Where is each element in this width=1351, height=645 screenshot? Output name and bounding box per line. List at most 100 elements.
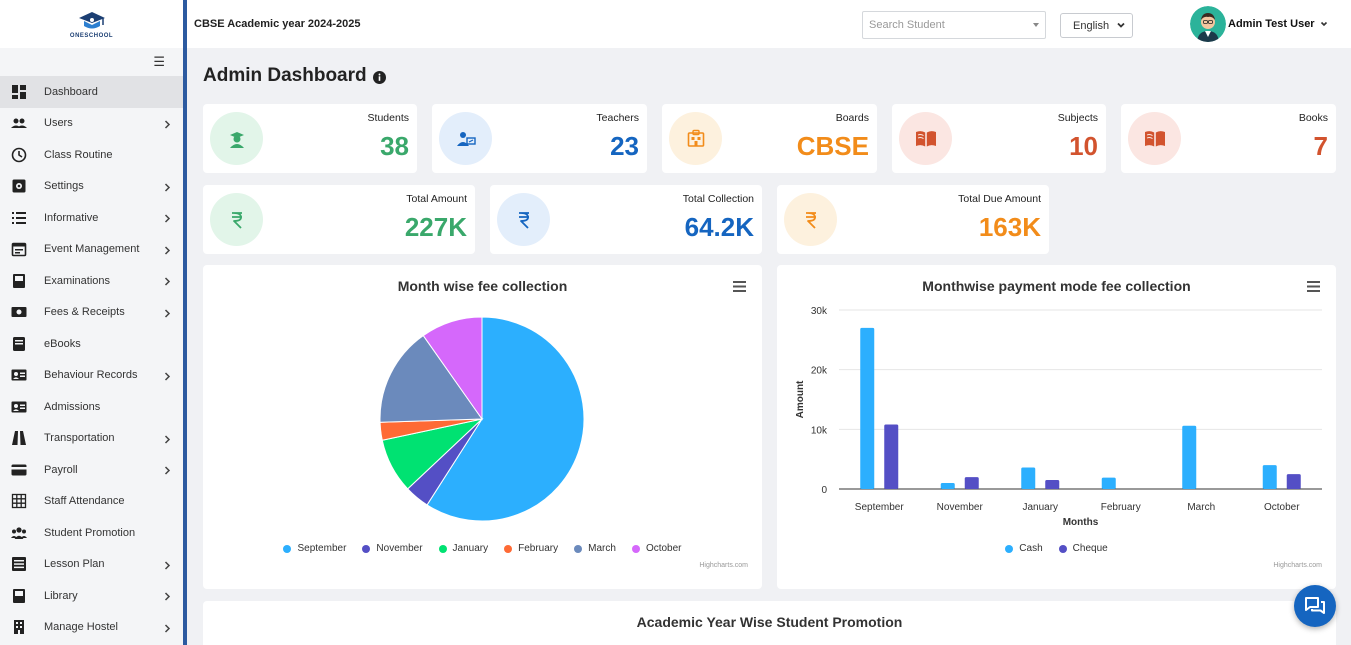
sidebar-item-informative[interactable]: Informative <box>0 202 183 234</box>
legend-item-october[interactable]: October <box>631 543 682 554</box>
grid-icon <box>11 493 27 509</box>
legend-item-march[interactable]: March <box>574 543 616 554</box>
bar-cash-october[interactable] <box>1262 465 1277 489</box>
sidebar-toggle-icon[interactable]: ☰ <box>153 54 165 69</box>
building-icon <box>11 619 27 635</box>
credit-card-icon <box>11 462 27 478</box>
sidebar-item-manage-hostel[interactable]: Manage Hostel <box>0 612 183 644</box>
student-search[interactable] <box>862 11 1046 39</box>
sidebar-item-settings[interactable]: Settings <box>0 171 183 203</box>
legend-item-january[interactable]: January <box>438 543 488 554</box>
chat-button[interactable] <box>1294 585 1336 627</box>
sidebar-item-label: Settings <box>44 180 84 193</box>
user-name: Admin Test User <box>1228 18 1315 30</box>
bar-cheque-october[interactable] <box>1286 474 1301 489</box>
admission-icon <box>11 399 27 415</box>
sidebar-item-label: eBooks <box>44 337 81 350</box>
stat-label: Total Due Amount <box>958 193 1041 205</box>
chart-menu-icon[interactable] <box>733 281 746 292</box>
bar-cash-september[interactable] <box>860 327 875 489</box>
sidebar-item-transportation[interactable]: Transportation <box>0 423 183 455</box>
avatar <box>1190 6 1226 42</box>
sidebar-item-student-promotion[interactable]: Student Promotion <box>0 517 183 549</box>
chevron-right-icon <box>164 119 171 129</box>
sidebar-item-staff-attendance[interactable]: Staff Attendance <box>0 486 183 518</box>
bar-cheque-september[interactable] <box>884 424 899 489</box>
legend-marker <box>438 544 447 553</box>
bar-cheque-january[interactable] <box>1045 480 1060 489</box>
legend-item-september[interactable]: September <box>283 543 346 554</box>
language-select[interactable]: English <box>1060 13 1133 38</box>
books-stat-card[interactable]: Books 7 <box>1121 104 1336 173</box>
info-icon[interactable] <box>372 70 386 84</box>
school-logo-icon <box>78 11 105 28</box>
sidebar-item-admissions[interactable]: Admissions <box>0 391 183 423</box>
chart-credit[interactable]: Highcharts.com <box>1273 562 1322 569</box>
y-tick-label: 20k <box>811 366 828 377</box>
calendar-icon <box>11 241 27 257</box>
road-icon <box>11 430 27 446</box>
sidebar-item-library[interactable]: Library <box>0 580 183 612</box>
x-tick-label: February <box>1101 502 1141 513</box>
bar-cash-november[interactable] <box>940 483 955 489</box>
legend-label: March <box>588 543 616 554</box>
sidebar-item-behaviour-records[interactable]: Behaviour Records <box>0 360 183 392</box>
stat-value: 10 <box>1069 131 1098 161</box>
sidebar-item-label: Transportation <box>44 432 115 445</box>
boards-stat-card[interactable]: Boards CBSE <box>662 104 877 173</box>
stat-value: 163K <box>978 212 1041 242</box>
total-amount-stat-card[interactable]: Total Amount 227K <box>203 185 475 254</box>
academic-year-title: CBSE Academic year 2024-2025 <box>194 18 361 30</box>
legend-item-cash[interactable]: Cash <box>1005 543 1043 554</box>
chart-credit[interactable]: Highcharts.com <box>699 562 748 569</box>
stat-label: Students <box>367 112 409 124</box>
sidebar-item-ebooks[interactable]: eBooks <box>0 328 183 360</box>
graduate-icon <box>210 112 263 165</box>
chart-menu-icon[interactable] <box>1307 281 1320 292</box>
pie-slice-march[interactable] <box>379 334 483 423</box>
bar-cash-march[interactable] <box>1182 425 1197 489</box>
sidebar-item-fees-and-receipts[interactable]: Fees & Receipts <box>0 297 183 329</box>
total-collection-stat-card[interactable]: Total Collection 64.2K <box>490 185 762 254</box>
users-icon <box>11 115 27 131</box>
bar-cheque-november[interactable] <box>964 477 979 489</box>
sidebar-item-lesson-plan[interactable]: Lesson Plan <box>0 549 183 581</box>
chat-icon <box>1305 597 1325 614</box>
ebook-icon <box>11 336 27 352</box>
sidebar-item-label: Admissions <box>44 400 101 413</box>
sidebar-item-label: Student Promotion <box>44 526 136 539</box>
sidebar-item-label: Staff Attendance <box>44 495 125 508</box>
legend-item-february[interactable]: February <box>504 543 558 554</box>
bar-cash-january[interactable] <box>1021 467 1036 489</box>
sidebar-item-label: Lesson Plan <box>44 558 105 571</box>
user-menu[interactable]: Admin Test User <box>1190 6 1328 42</box>
pie-slice-september[interactable] <box>426 316 585 522</box>
sidebar-item-class-routine[interactable]: Class Routine <box>0 139 183 171</box>
sidebar-item-event-management[interactable]: Event Management <box>0 234 183 266</box>
rupee-icon <box>497 193 550 246</box>
sidebar-item-payroll[interactable]: Payroll <box>0 454 183 486</box>
sidebar-item-dashboard[interactable]: Dashboard <box>0 76 183 108</box>
pie-chart <box>379 316 585 522</box>
total-due-amount-stat-card[interactable]: Total Due Amount 163K <box>777 185 1049 254</box>
search-input[interactable] <box>869 19 1029 31</box>
legend-item-november[interactable]: November <box>362 543 423 554</box>
logo[interactable]: ONESCHOOL <box>0 0 183 48</box>
pie-slice-october[interactable] <box>422 316 483 421</box>
topbar: CBSE Academic year 2024-2025 English Adm… <box>187 0 1351 48</box>
bar-cash-february[interactable] <box>1101 477 1116 489</box>
students-stat-card[interactable]: Students 38 <box>203 104 417 173</box>
search-dropdown-icon[interactable] <box>1033 23 1039 27</box>
legend-item-cheque[interactable]: Cheque <box>1058 543 1108 554</box>
settings-icon <box>11 178 27 194</box>
chevron-right-icon <box>164 214 171 223</box>
dashboard-icon <box>11 84 27 100</box>
clock-icon <box>11 147 27 163</box>
sidebar-item-users[interactable]: Users <box>0 108 183 140</box>
sidebar-item-examinations[interactable]: Examinations <box>0 265 183 297</box>
subjects-stat-card[interactable]: Subjects 10 <box>892 104 1106 173</box>
chart-title: Month wise fee collection <box>397 278 568 294</box>
stat-label: Books <box>1298 112 1328 124</box>
rupee-icon <box>784 193 837 246</box>
teachers-stat-card[interactable]: Teachers 23 <box>432 104 647 173</box>
